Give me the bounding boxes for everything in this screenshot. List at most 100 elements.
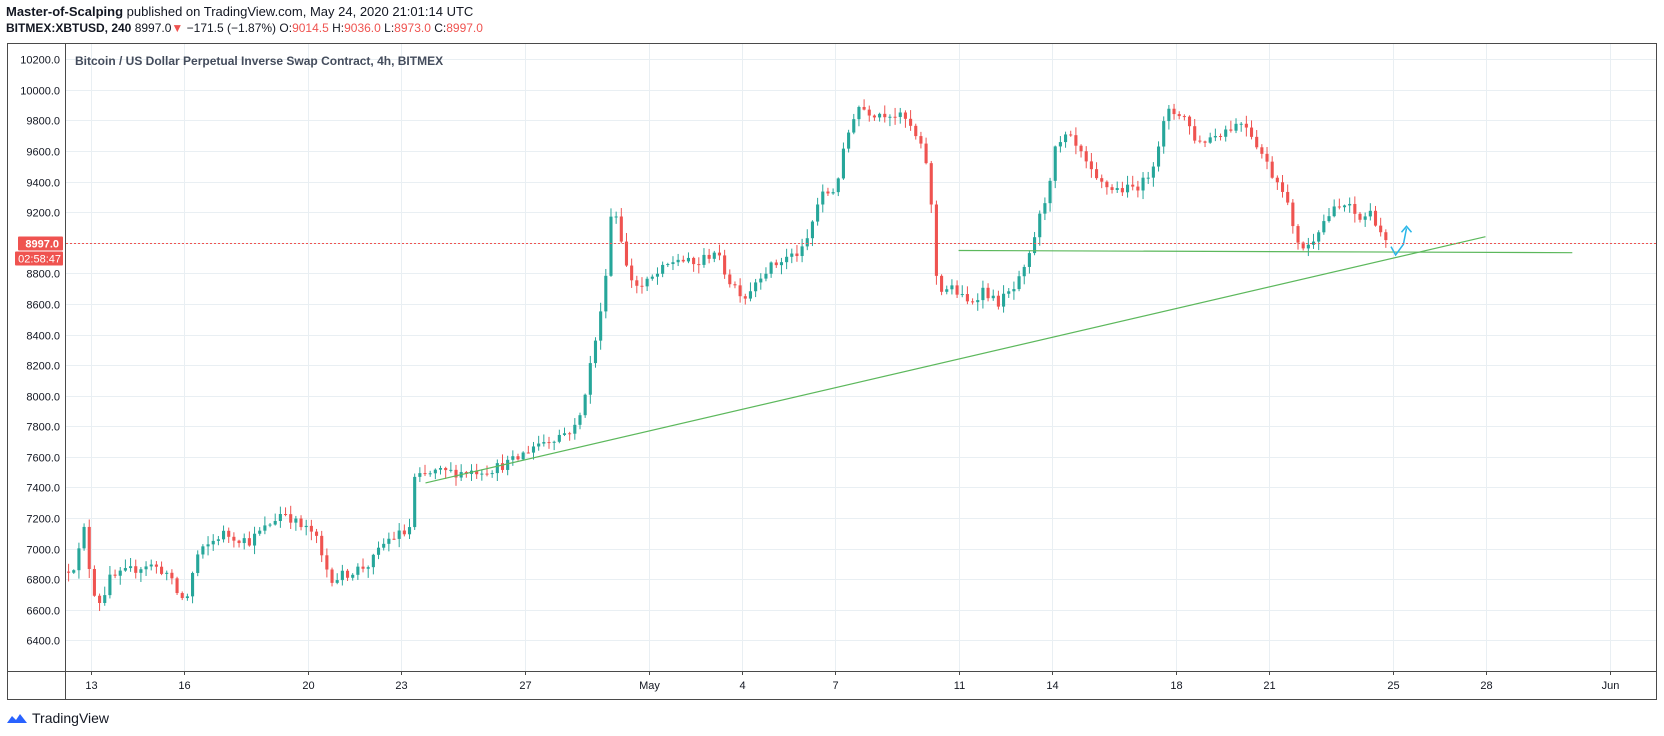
candle-body — [676, 259, 680, 263]
candle — [836, 177, 840, 197]
candle — [857, 105, 861, 127]
candle — [67, 563, 71, 582]
candle-body — [1007, 291, 1011, 294]
candle — [366, 565, 370, 578]
candle — [950, 279, 954, 295]
candle-body — [67, 571, 71, 573]
candle-body — [1342, 205, 1347, 208]
candle-body — [232, 536, 236, 541]
candle-body — [263, 525, 267, 531]
candle-body — [1074, 135, 1078, 146]
candle — [144, 561, 148, 576]
candle — [170, 569, 174, 585]
candle-body — [72, 570, 76, 573]
high-label: H: — [332, 21, 345, 35]
candle — [676, 253, 680, 267]
candle-body — [1337, 206, 1341, 208]
candle-body — [557, 434, 561, 442]
candle-body — [795, 253, 799, 257]
last-price-label: 8997.0 — [25, 239, 59, 251]
candle — [258, 527, 262, 536]
candle — [893, 107, 897, 125]
candle — [1162, 116, 1166, 154]
candle-body — [779, 262, 783, 266]
low-value: 8973.0 — [394, 21, 431, 35]
candle — [681, 255, 685, 263]
candle-body — [800, 246, 804, 257]
author-name[interactable]: Master-of-Scalping — [6, 4, 124, 19]
candle-body — [924, 143, 928, 164]
candle-body — [1270, 161, 1274, 178]
y-tick-label: 7600.0 — [26, 453, 60, 465]
candle — [929, 160, 933, 214]
candle-body — [609, 216, 613, 276]
candle-body — [506, 459, 510, 470]
candle — [521, 451, 525, 461]
y-tick-label: 9400.0 — [26, 178, 60, 190]
candle-body — [1110, 187, 1114, 190]
candle — [1146, 171, 1150, 184]
candle-body — [702, 254, 706, 265]
candle-body — [857, 106, 861, 120]
x-tick-label: 14 — [1046, 680, 1058, 692]
candle-body — [655, 273, 660, 277]
candle — [123, 559, 127, 572]
open-value: 9014.5 — [292, 21, 329, 35]
candle-body — [180, 593, 184, 599]
candle — [1348, 197, 1352, 213]
candle — [986, 283, 990, 302]
candle-body — [87, 526, 91, 569]
candle-body — [878, 113, 882, 118]
candle — [1167, 105, 1171, 130]
candle-body — [588, 363, 592, 395]
candle-body — [955, 285, 959, 295]
candle — [1332, 199, 1336, 218]
candle-body — [619, 216, 623, 242]
x-tick-label: 23 — [395, 680, 407, 692]
candle — [335, 573, 339, 585]
candle-body — [475, 470, 479, 475]
candle-body — [480, 473, 484, 475]
down-arrow-icon: ▼ — [171, 21, 184, 35]
candle — [278, 506, 282, 528]
candle-body — [340, 570, 344, 581]
candle — [304, 519, 308, 536]
candle — [919, 131, 923, 149]
price-axis[interactable]: 6400.0 6600.0 6800.0 7000.0 7200.0 7400.0 7600… — [20, 55, 60, 648]
candle — [1301, 241, 1305, 251]
tradingview-cloud-icon — [7, 714, 27, 723]
candle-body — [361, 566, 365, 569]
x-tick-label: 27 — [519, 680, 531, 692]
time-axis[interactable]: 13 16 20 23 27 May 4 7 11 14 18 21 25 28 Jun — [85, 671, 1619, 692]
candle — [971, 298, 975, 305]
candle-body — [1033, 237, 1037, 254]
candle-body — [1327, 216, 1331, 222]
candle — [914, 123, 918, 140]
candle-body — [201, 546, 205, 555]
candle-body — [1265, 153, 1269, 162]
candle — [821, 184, 825, 213]
candle-body — [986, 287, 990, 299]
candle — [314, 528, 319, 544]
candle — [593, 337, 598, 368]
candle-body — [1213, 135, 1217, 138]
candle-body — [1027, 253, 1031, 267]
tradingview-logo[interactable]: TradingView — [6, 708, 109, 728]
candle-body — [810, 221, 814, 239]
candle-body — [945, 289, 949, 292]
close-label: C: — [434, 21, 447, 35]
candle-body — [273, 520, 277, 525]
candle-body — [764, 273, 768, 279]
candle-body — [1022, 266, 1026, 277]
candle-body — [552, 441, 556, 443]
candle — [831, 188, 835, 195]
candle-body — [769, 262, 773, 274]
candle-body — [831, 192, 835, 194]
candle — [77, 542, 81, 579]
candle-body — [211, 540, 215, 545]
low-label: L: — [384, 21, 395, 35]
candle-body — [1058, 142, 1062, 147]
candle — [87, 519, 91, 579]
candle-body — [320, 535, 324, 556]
